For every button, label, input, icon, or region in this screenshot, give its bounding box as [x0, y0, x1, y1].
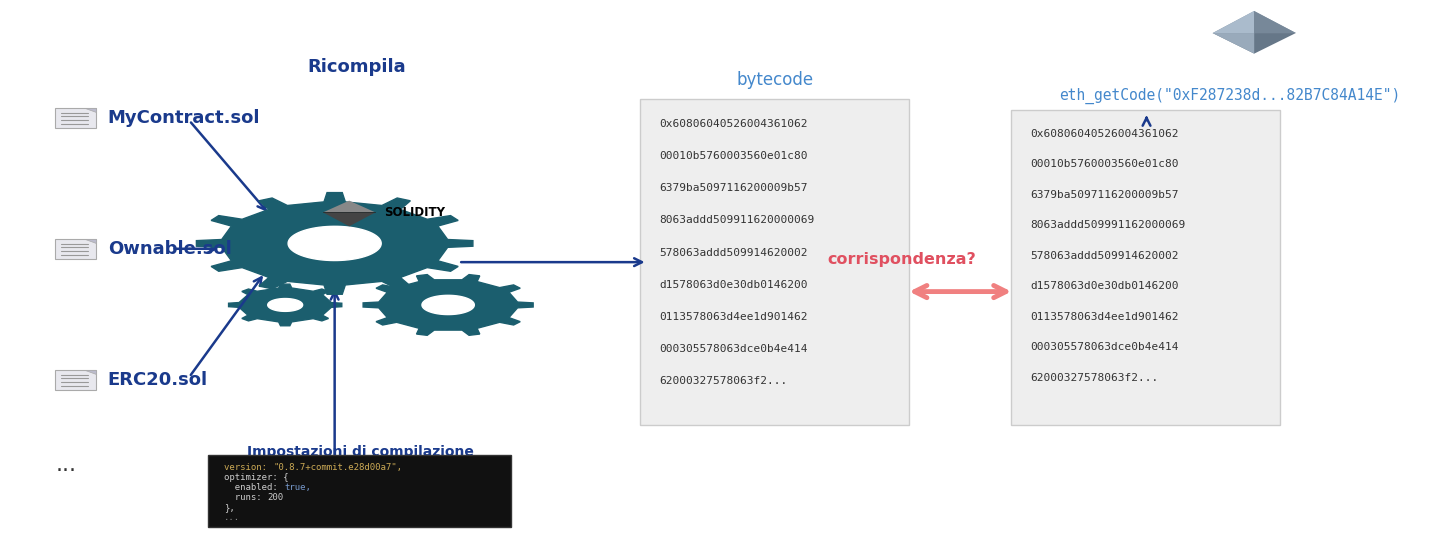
Text: d1578063d0e30db0146200: d1578063d0e30db0146200 — [659, 280, 808, 289]
Text: 00010b5760003560e01c80: 00010b5760003560e01c80 — [659, 151, 808, 161]
Text: 0x60806040526004361062: 0x60806040526004361062 — [659, 119, 808, 129]
Text: "0.8.7+commit.e28d00a7",: "0.8.7+commit.e28d00a7", — [274, 463, 402, 471]
Text: 000305578063dce0b4e414: 000305578063dce0b4e414 — [1030, 342, 1179, 352]
Text: 00010b5760003560e01c80: 00010b5760003560e01c80 — [1030, 159, 1179, 169]
Text: true,: true, — [284, 483, 311, 492]
FancyBboxPatch shape — [640, 99, 909, 425]
Text: corrispondenza?: corrispondenza? — [828, 252, 976, 267]
Text: ERC20.sol: ERC20.sol — [108, 371, 208, 389]
Polygon shape — [1212, 33, 1254, 54]
Text: 000305578063dce0b4e414: 000305578063dce0b4e414 — [659, 344, 808, 354]
Text: 0113578063d4ee1d901462: 0113578063d4ee1d901462 — [1030, 312, 1179, 322]
Text: bytecode: bytecode — [736, 71, 813, 89]
Text: ...: ... — [224, 514, 240, 522]
Text: 0x60806040526004361062: 0x60806040526004361062 — [1030, 129, 1179, 139]
Text: 200: 200 — [268, 493, 284, 502]
Polygon shape — [84, 239, 96, 243]
Text: runs:: runs: — [224, 493, 268, 502]
Polygon shape — [1212, 33, 1296, 54]
Text: 578063addd509914620002: 578063addd509914620002 — [1030, 251, 1179, 261]
Polygon shape — [323, 212, 375, 226]
Text: Ricompila: Ricompila — [307, 58, 406, 76]
Text: 8063addd509991162000069: 8063addd509991162000069 — [1030, 220, 1186, 230]
Text: Ownable.sol: Ownable.sol — [108, 240, 231, 258]
Polygon shape — [1254, 11, 1296, 33]
Text: optimizer: {: optimizer: { — [224, 473, 288, 482]
Text: ...: ... — [55, 455, 76, 476]
FancyBboxPatch shape — [55, 239, 96, 259]
Text: eth_getCode("0xF287238d...82B7C84A14E"): eth_getCode("0xF287238d...82B7C84A14E") — [1059, 88, 1400, 104]
Text: 0113578063d4ee1d901462: 0113578063d4ee1d901462 — [659, 312, 808, 322]
Text: SOLIDITY: SOLIDITY — [384, 206, 445, 219]
Polygon shape — [1212, 11, 1296, 33]
Text: 62000327578063f2...: 62000327578063f2... — [1030, 373, 1158, 383]
Text: version:: version: — [224, 463, 272, 471]
Polygon shape — [323, 201, 375, 212]
Polygon shape — [84, 108, 96, 112]
Polygon shape — [84, 370, 96, 374]
Text: 8063addd509911620000069: 8063addd509911620000069 — [659, 216, 815, 225]
Text: 578063addd509914620002: 578063addd509914620002 — [659, 248, 808, 257]
Polygon shape — [288, 226, 381, 261]
Polygon shape — [422, 295, 474, 315]
Polygon shape — [268, 299, 303, 311]
Polygon shape — [1212, 11, 1254, 33]
Text: },: }, — [224, 503, 234, 512]
Text: MyContract.sol: MyContract.sol — [108, 109, 260, 127]
Text: enabled:: enabled: — [224, 483, 284, 492]
Polygon shape — [196, 193, 473, 294]
Text: d1578063d0e30db0146200: d1578063d0e30db0146200 — [1030, 281, 1179, 291]
Text: 6379ba5097116200009b57: 6379ba5097116200009b57 — [1030, 190, 1179, 200]
FancyBboxPatch shape — [55, 370, 96, 390]
FancyBboxPatch shape — [208, 455, 511, 527]
FancyBboxPatch shape — [55, 108, 96, 128]
FancyBboxPatch shape — [1011, 110, 1280, 425]
Text: 6379ba5097116200009b57: 6379ba5097116200009b57 — [659, 184, 808, 193]
Text: Impostazioni di compilazione: Impostazioni di compilazione — [247, 445, 474, 459]
Text: 62000327578063f2...: 62000327578063f2... — [659, 376, 787, 386]
Polygon shape — [364, 274, 533, 335]
Polygon shape — [228, 284, 342, 326]
